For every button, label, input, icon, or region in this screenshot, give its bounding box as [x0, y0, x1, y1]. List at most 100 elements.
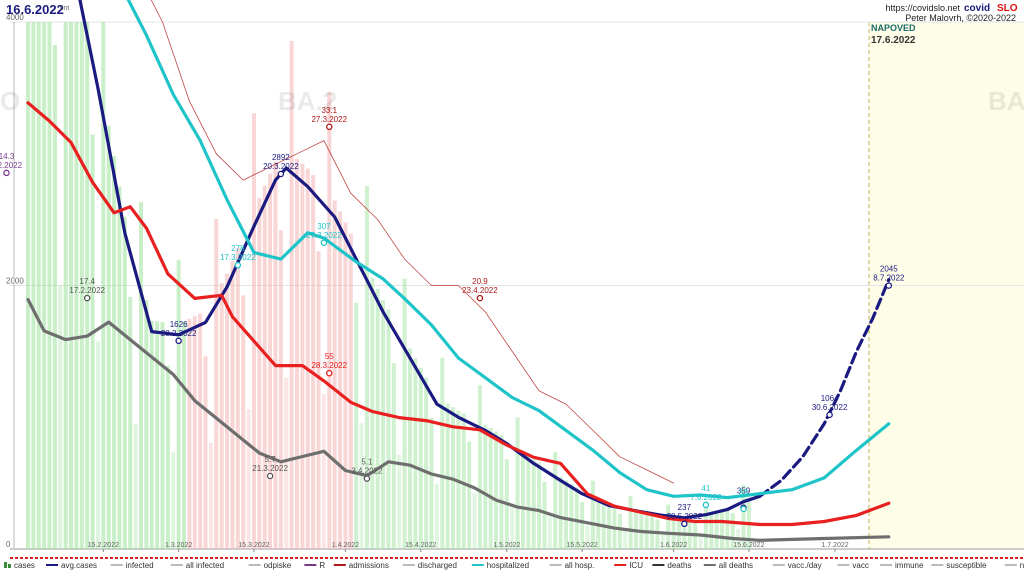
- annotation-marker: [681, 520, 688, 528]
- case-bar: [251, 113, 256, 549]
- case-bar: [192, 316, 197, 549]
- case-bar: [526, 454, 531, 549]
- case-bar: [407, 348, 412, 549]
- website-url[interactable]: https://covidslo.net: [885, 3, 960, 13]
- annotation-marker: [175, 337, 182, 345]
- legend-label: susceptible: [946, 561, 987, 570]
- annotation-date: 28.3.2022: [311, 361, 347, 370]
- case-bar: [106, 125, 111, 549]
- case-bar: [235, 248, 240, 549]
- case-bar: [655, 519, 660, 549]
- legend-swatch: [8, 564, 11, 568]
- case-bar: [165, 365, 170, 549]
- case-bar: [273, 161, 278, 549]
- case-bar: [278, 230, 283, 549]
- legend-swatch: [4, 562, 7, 568]
- x-tick-label: 15.4.2022: [405, 542, 436, 549]
- case-bar: [703, 502, 708, 549]
- annotation-value: 41: [701, 484, 710, 493]
- annotation-date: 3.4.2022: [351, 467, 383, 476]
- annotation-value: 20.9: [472, 277, 488, 286]
- legend-label: avg.cases: [61, 561, 97, 570]
- annotation-date: 27.3.2022: [306, 231, 342, 240]
- brand-slo: SLO: [997, 3, 1018, 14]
- case-bar: [590, 480, 595, 549]
- x-tick-label: 1.4.2022: [332, 542, 359, 549]
- annotation-date: 21.3.2022: [252, 464, 288, 473]
- variant-label: BA.2: [278, 86, 337, 116]
- x-tick-label: 15.2.2022: [88, 542, 119, 549]
- annotation-value: 14.3: [0, 152, 15, 161]
- legend-label: odpiske: [264, 561, 292, 570]
- case-bar: [219, 283, 224, 549]
- case-bar: [499, 434, 504, 549]
- x-tick-label: 1.3.2022: [165, 542, 192, 549]
- annotation-value: 278: [231, 244, 245, 253]
- legend-label: deaths: [667, 561, 691, 570]
- case-bar: [569, 483, 574, 549]
- case-bar: [623, 530, 628, 549]
- annotation-value: 307: [317, 222, 331, 231]
- annotation-marker: [234, 261, 242, 269]
- legend-label: R: [319, 561, 325, 570]
- case-bar: [542, 482, 547, 549]
- case-bar: [520, 450, 525, 549]
- case-bar: [666, 504, 671, 549]
- case-bar: [230, 260, 235, 549]
- case-bar: [467, 441, 472, 549]
- annotation-value: 55: [325, 352, 334, 361]
- case-bar: [289, 40, 294, 550]
- annotation-date: 17.3.2022: [220, 253, 256, 262]
- annotation-value: 5.1: [361, 458, 373, 467]
- case-bar: [214, 219, 219, 549]
- case-bar: [305, 168, 310, 549]
- annotation-marker: [326, 369, 333, 377]
- annotation-date: 27.3.2022: [311, 115, 347, 124]
- legend-label: all hosp.: [565, 561, 595, 570]
- case-bar: [155, 321, 160, 549]
- legend-label: ICU: [629, 561, 643, 570]
- variant-label: O: [0, 86, 20, 116]
- annotation-value: 237: [678, 503, 692, 512]
- case-bar: [687, 515, 692, 549]
- case-bar: [397, 454, 402, 549]
- annotation-marker: [363, 475, 371, 482]
- y-tick-label: 4000: [6, 13, 24, 22]
- case-bar: [332, 200, 337, 549]
- case-bar: [644, 510, 649, 549]
- case-bar: [198, 313, 203, 549]
- annotation-value: 1064: [821, 394, 839, 403]
- case-bar: [47, 22, 52, 549]
- annotation-value: 359: [737, 487, 751, 496]
- series-line-icu: [26, 101, 762, 527]
- case-bar: [138, 202, 143, 549]
- annotation-date: 7.6.2022: [690, 493, 722, 502]
- case-bar: [101, 22, 106, 549]
- x-tick-label: 1.6.2022: [660, 542, 687, 549]
- annotation-layer: 1468.2.2022289220.3.2022162628.2.2022307…: [0, 106, 905, 528]
- case-bar: [26, 22, 30, 549]
- case-bar: [300, 163, 305, 549]
- case-bar: [117, 186, 122, 549]
- x-tick-label: 1.7.2022: [821, 542, 848, 549]
- x-tick-label: 15.5.2022: [567, 542, 598, 549]
- case-bar: [52, 45, 57, 550]
- case-bar: [58, 285, 63, 549]
- case-bar: [418, 367, 423, 549]
- annotation-marker: [740, 505, 747, 513]
- case-bar: [327, 92, 332, 549]
- y-tick-label: 0: [6, 540, 11, 549]
- legend-label: cases: [14, 561, 35, 570]
- case-bar: [558, 477, 563, 549]
- annotation-marker: [266, 472, 274, 480]
- case-bar: [386, 309, 391, 549]
- case-bar: [85, 22, 90, 549]
- case-bar: [429, 417, 434, 549]
- series-line-admissions: [150, 0, 674, 484]
- case-bar: [176, 259, 181, 549]
- case-bar: [391, 363, 396, 549]
- case-bar: [698, 533, 703, 549]
- case-bar: [348, 233, 353, 549]
- case-bar: [63, 22, 68, 549]
